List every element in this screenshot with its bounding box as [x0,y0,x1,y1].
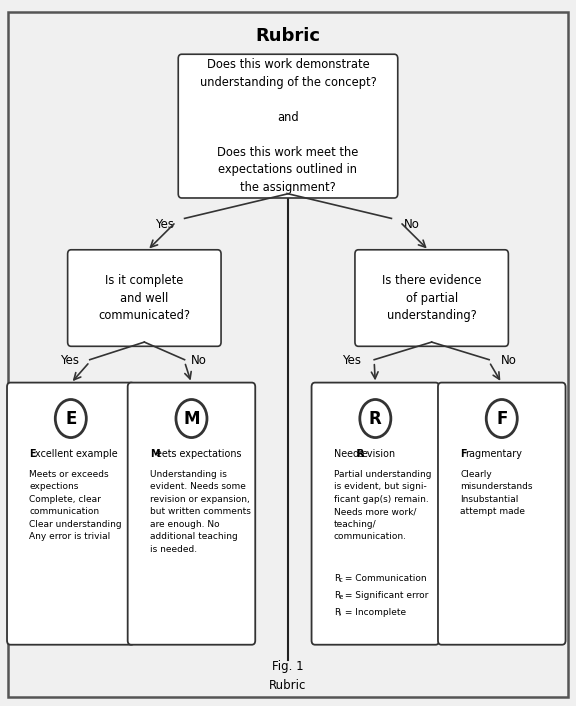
Text: Partial understanding
is evident, but signi-
ficant gap(s) remain.
Needs more wo: Partial understanding is evident, but si… [334,470,431,542]
FancyBboxPatch shape [128,383,255,645]
Text: R: R [334,608,340,617]
Text: Is it complete
and well
communicated?: Is it complete and well communicated? [98,274,190,322]
Text: Yes: Yes [60,354,79,366]
Text: Yes: Yes [155,218,174,232]
Text: = Incomplete: = Incomplete [342,608,407,617]
Text: Clearly
misunderstands
Insubstantial
attempt made: Clearly misunderstands Insubstantial att… [460,470,533,517]
Text: Does this work demonstrate
understanding of the concept?

and

Does this work me: Does this work demonstrate understanding… [200,59,376,194]
Text: R: R [334,574,340,583]
FancyBboxPatch shape [312,383,439,645]
Text: Fig. 1
Rubric: Fig. 1 Rubric [270,659,306,692]
Text: R: R [369,409,382,428]
Text: E: E [29,449,36,459]
Text: M: M [183,409,200,428]
Text: R: R [334,591,340,600]
Text: No: No [501,354,517,366]
Text: e: e [338,594,343,600]
Text: Meets or exceeds
expections
Complete, clear
communication
Clear understanding
An: Meets or exceeds expections Complete, cl… [29,470,122,542]
Text: F: F [460,449,467,459]
Text: M: M [150,449,160,459]
Text: No: No [404,218,419,232]
Text: xcellent example: xcellent example [35,449,118,459]
FancyBboxPatch shape [355,250,509,347]
Text: Needs: Needs [334,449,367,459]
Text: Understanding is
evident. Needs some
revision or expansion,
but written comments: Understanding is evident. Needs some rev… [150,470,251,554]
Text: eets expectations: eets expectations [156,449,241,459]
Text: c: c [338,578,342,583]
FancyBboxPatch shape [67,250,221,347]
Text: = Communication: = Communication [342,574,427,583]
FancyBboxPatch shape [7,383,135,645]
Text: Is there evidence
of partial
understanding?: Is there evidence of partial understandi… [382,274,482,322]
Text: F: F [496,409,507,428]
FancyBboxPatch shape [438,383,566,645]
Text: R: R [356,449,363,459]
Text: = Significant error: = Significant error [342,591,429,600]
Text: E: E [65,409,77,428]
Text: No: No [191,354,207,366]
Text: ragmentary: ragmentary [465,449,522,459]
Text: Yes: Yes [342,354,361,366]
Text: i: i [338,611,340,617]
FancyBboxPatch shape [178,54,398,198]
Text: evision: evision [361,449,395,459]
Text: Rubric: Rubric [256,28,320,45]
